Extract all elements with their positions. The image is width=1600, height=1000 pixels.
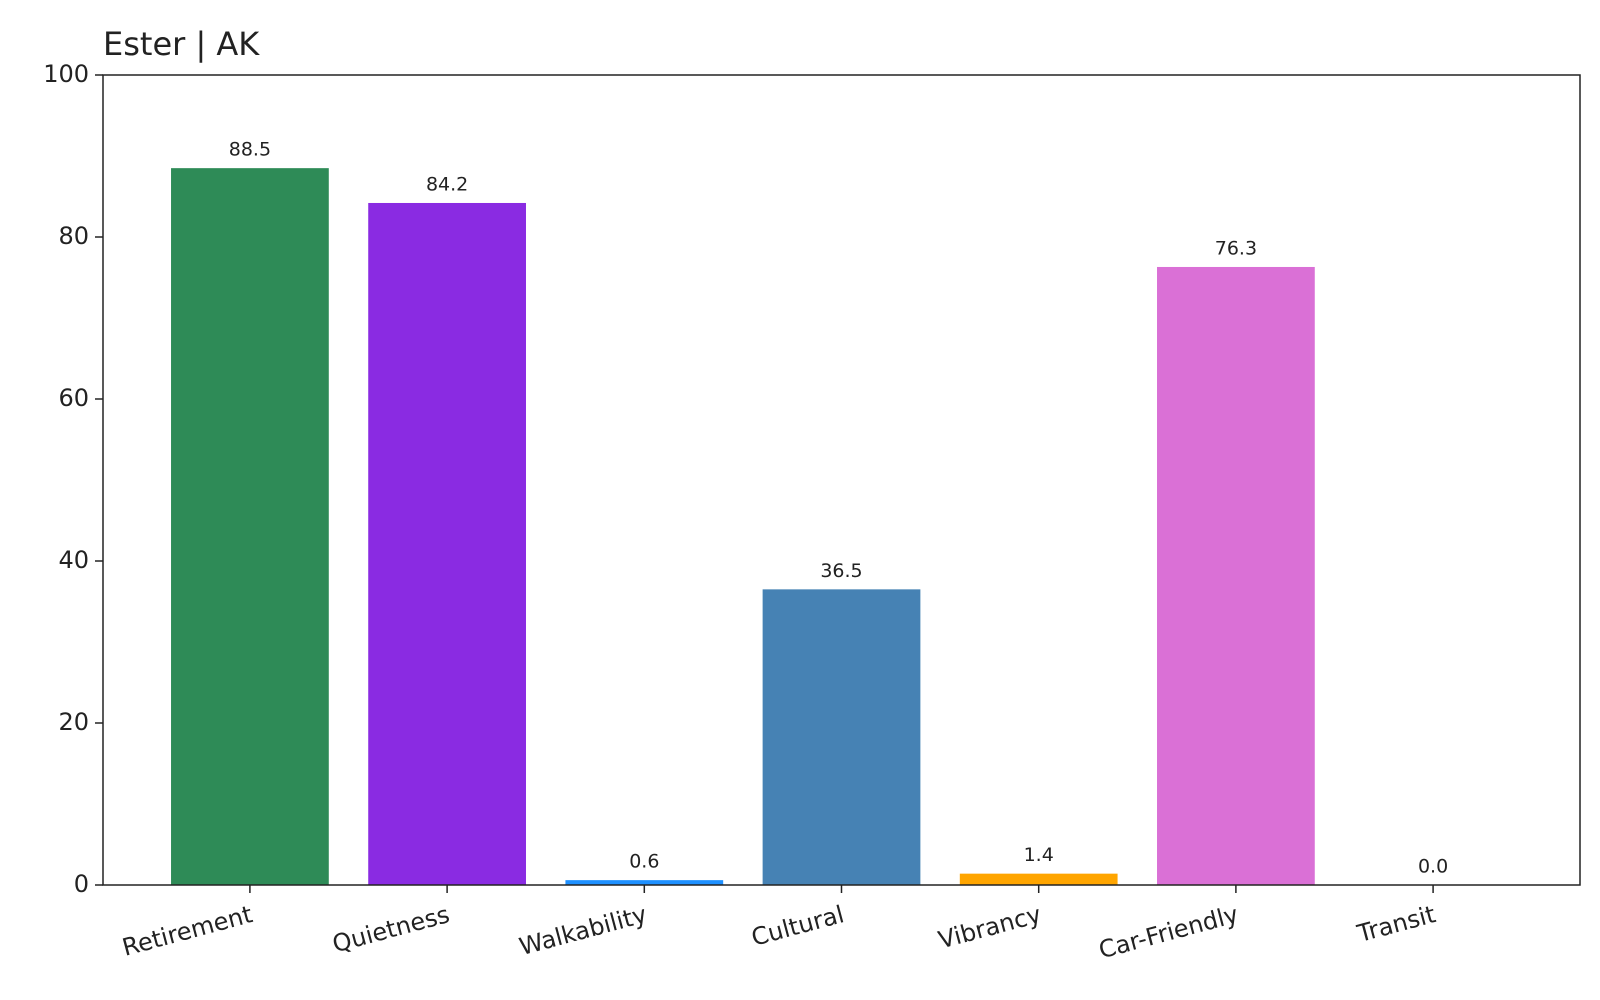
x-tick-label: Car-Friendly (1096, 900, 1242, 964)
chart-title: Ester | AK (103, 25, 260, 63)
value-label: 84.2 (426, 173, 468, 195)
y-tick-label: 100 (43, 60, 89, 88)
x-tick-label: Walkability (516, 900, 649, 961)
x-tick-label: Quietness (329, 900, 452, 958)
y-tick-label: 0 (74, 870, 89, 898)
bar (171, 168, 329, 885)
x-tick-label: Vibrancy (935, 900, 1044, 954)
value-label: 88.5 (229, 139, 271, 161)
bar (565, 880, 724, 885)
x-tick-label: Cultural (748, 900, 847, 952)
bar (1157, 266, 1315, 886)
y-tick-label: 20 (58, 708, 89, 736)
bar (959, 873, 1118, 885)
x-tick-label: Retirement (119, 900, 255, 962)
y-tick-label: 60 (58, 384, 89, 412)
plot-frame (102, 74, 1581, 886)
x-tick-label: Transit (1354, 900, 1439, 948)
value-label: 76.3 (1215, 237, 1257, 259)
y-tick-label: 40 (58, 546, 89, 574)
y-tick-label: 80 (58, 222, 89, 250)
value-label: 36.5 (820, 560, 862, 582)
value-label: 1.4 (1024, 844, 1054, 866)
value-label: 0.0 (1418, 856, 1448, 878)
bar (762, 589, 921, 885)
value-label: 0.6 (629, 851, 659, 873)
bar (368, 202, 526, 886)
